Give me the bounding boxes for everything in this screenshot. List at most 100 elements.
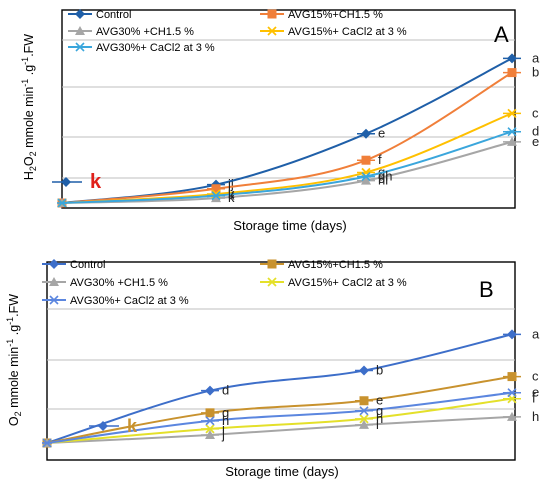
significance-letter: k xyxy=(228,190,235,205)
significance-letter: f xyxy=(378,152,382,167)
legend-item: AVG15%+ CaCl2 at 3 % xyxy=(260,26,407,38)
significance-letter: i xyxy=(376,417,379,432)
y-axis-label-part: .FW xyxy=(7,294,21,317)
significance-letter: h xyxy=(222,413,229,428)
panel-label: A xyxy=(494,22,509,47)
series-2: jih xyxy=(42,409,539,447)
y-axis-label-part: mmole min xyxy=(7,347,21,412)
legend-marker xyxy=(267,26,277,36)
significance-letter: g xyxy=(376,403,383,418)
legend-item: Control xyxy=(68,9,131,21)
y-axis-label-part: 2 xyxy=(28,166,38,171)
legend-label: Control xyxy=(96,9,131,21)
series-line xyxy=(46,397,513,444)
legend-marker xyxy=(75,26,85,35)
panel-label: B xyxy=(479,277,494,302)
data-point-stroke xyxy=(42,438,52,448)
panel-A: A H2O2 mmole min-1 .g-1.FW Storage time (d… xyxy=(20,9,540,233)
legend-marker xyxy=(75,42,85,52)
y-axis-label-part: -1 xyxy=(20,79,30,87)
y-axis-label-part: H xyxy=(22,171,36,180)
legend-marker xyxy=(49,259,59,269)
significance-letter: e xyxy=(532,385,539,400)
significance-letter: e xyxy=(532,134,539,149)
y-axis-label-part: -1 xyxy=(5,317,15,325)
y-axis-label: H2O2 mmole min-1 .g-1.FW xyxy=(20,34,38,180)
y-axis-label-part: .g xyxy=(7,325,21,339)
y-axis-label-part: -1 xyxy=(20,57,30,65)
significance-letter: e xyxy=(378,126,385,141)
significance-letter: f xyxy=(532,391,536,406)
x-axis-label: Storage time (days) xyxy=(225,464,338,479)
legend-marker xyxy=(75,9,85,19)
significance-letter: a xyxy=(532,326,540,341)
legend: Control AVG15%+CH1.5 % AVG30% +CH1.5 % AVG1… xyxy=(68,9,407,54)
data-point xyxy=(42,438,52,448)
legend-label: AVG15%+ CaCl2 at 3 % xyxy=(288,26,407,38)
legend-label: Control xyxy=(70,259,105,271)
y-axis-label-part: 2 xyxy=(13,411,23,416)
series-3: ihf xyxy=(42,391,536,448)
significance-letter-k: k xyxy=(127,416,138,436)
legend-label: AVG15%+CH1.5 % xyxy=(288,9,383,21)
data-point xyxy=(98,421,108,431)
legend-marker xyxy=(49,295,59,305)
series-4: hge xyxy=(42,385,539,448)
y-axis-label-part: O xyxy=(7,416,21,426)
legend-marker-stroke xyxy=(267,26,277,36)
legend-item: AVG15%+CH1.5 % xyxy=(260,259,383,271)
legend-label: AVG30% +CH1.5 % xyxy=(70,277,168,289)
legend-marker-stroke xyxy=(75,42,85,52)
plot-frame xyxy=(61,9,516,209)
legend-item: AVG30%+ CaCl2 at 3 % xyxy=(42,295,189,307)
significance-letter: c xyxy=(532,369,539,384)
legend: Control AVG15%+CH1.5 % AVG30% +CH1.5 % AVG1… xyxy=(42,259,407,307)
y-axis-label-part: mmole min xyxy=(22,87,36,152)
significance-letter: b xyxy=(376,363,383,378)
legend-label: AVG30%+ CaCl2 at 3 % xyxy=(96,42,215,54)
legend-item: AVG30% +CH1.5 % xyxy=(68,26,194,38)
series-line xyxy=(61,140,513,204)
series-line xyxy=(46,391,513,444)
series-line xyxy=(46,333,513,444)
series-line xyxy=(61,130,513,204)
y-axis-label-part: .g xyxy=(22,65,36,79)
legend-marker-stroke xyxy=(267,277,277,287)
significance-letter: h xyxy=(376,411,383,426)
significance-letter: d xyxy=(222,383,229,398)
significance-letter: j xyxy=(221,427,225,442)
series-line xyxy=(61,71,513,204)
legend-marker xyxy=(49,277,59,286)
significance-letter: gh xyxy=(378,169,392,184)
significance-letter: h xyxy=(532,409,539,424)
series-4: k gh d xyxy=(57,124,539,208)
significance-letter: d xyxy=(532,124,539,139)
significance-letter: k xyxy=(228,188,235,203)
significance-letter: i xyxy=(222,421,225,436)
significance-letter: a xyxy=(532,50,540,65)
significance-letter: ij xyxy=(228,177,234,192)
significance-letter: e xyxy=(376,393,383,408)
legend-item: Control xyxy=(42,259,105,271)
y-axis-label-part: -1 xyxy=(5,339,15,347)
significance-letter: g xyxy=(222,405,229,420)
x-axis-label: Storage time (days) xyxy=(233,218,346,233)
significance-letter: hi xyxy=(378,173,388,188)
data-point xyxy=(57,198,67,208)
significance-letter: c xyxy=(532,105,539,120)
legend-label: AVG15%+ CaCl2 at 3 % xyxy=(288,277,407,289)
y-axis-label-part: .FW xyxy=(22,34,36,57)
legend-marker xyxy=(267,277,277,287)
series-line xyxy=(46,415,513,444)
data-point xyxy=(61,177,71,187)
data-point-stroke xyxy=(57,198,67,208)
legend-item: AVG15%+ CaCl2 at 3 % xyxy=(260,277,407,289)
significance-letter-k: k xyxy=(90,171,102,193)
y-axis-label-part: 2 xyxy=(28,151,38,156)
legend-marker xyxy=(267,259,277,269)
legend-label: AVG15%+CH1.5 % xyxy=(288,259,383,271)
legend-item: AVG30%+ CaCl2 at 3 % xyxy=(68,42,215,54)
legend-marker xyxy=(267,9,277,19)
